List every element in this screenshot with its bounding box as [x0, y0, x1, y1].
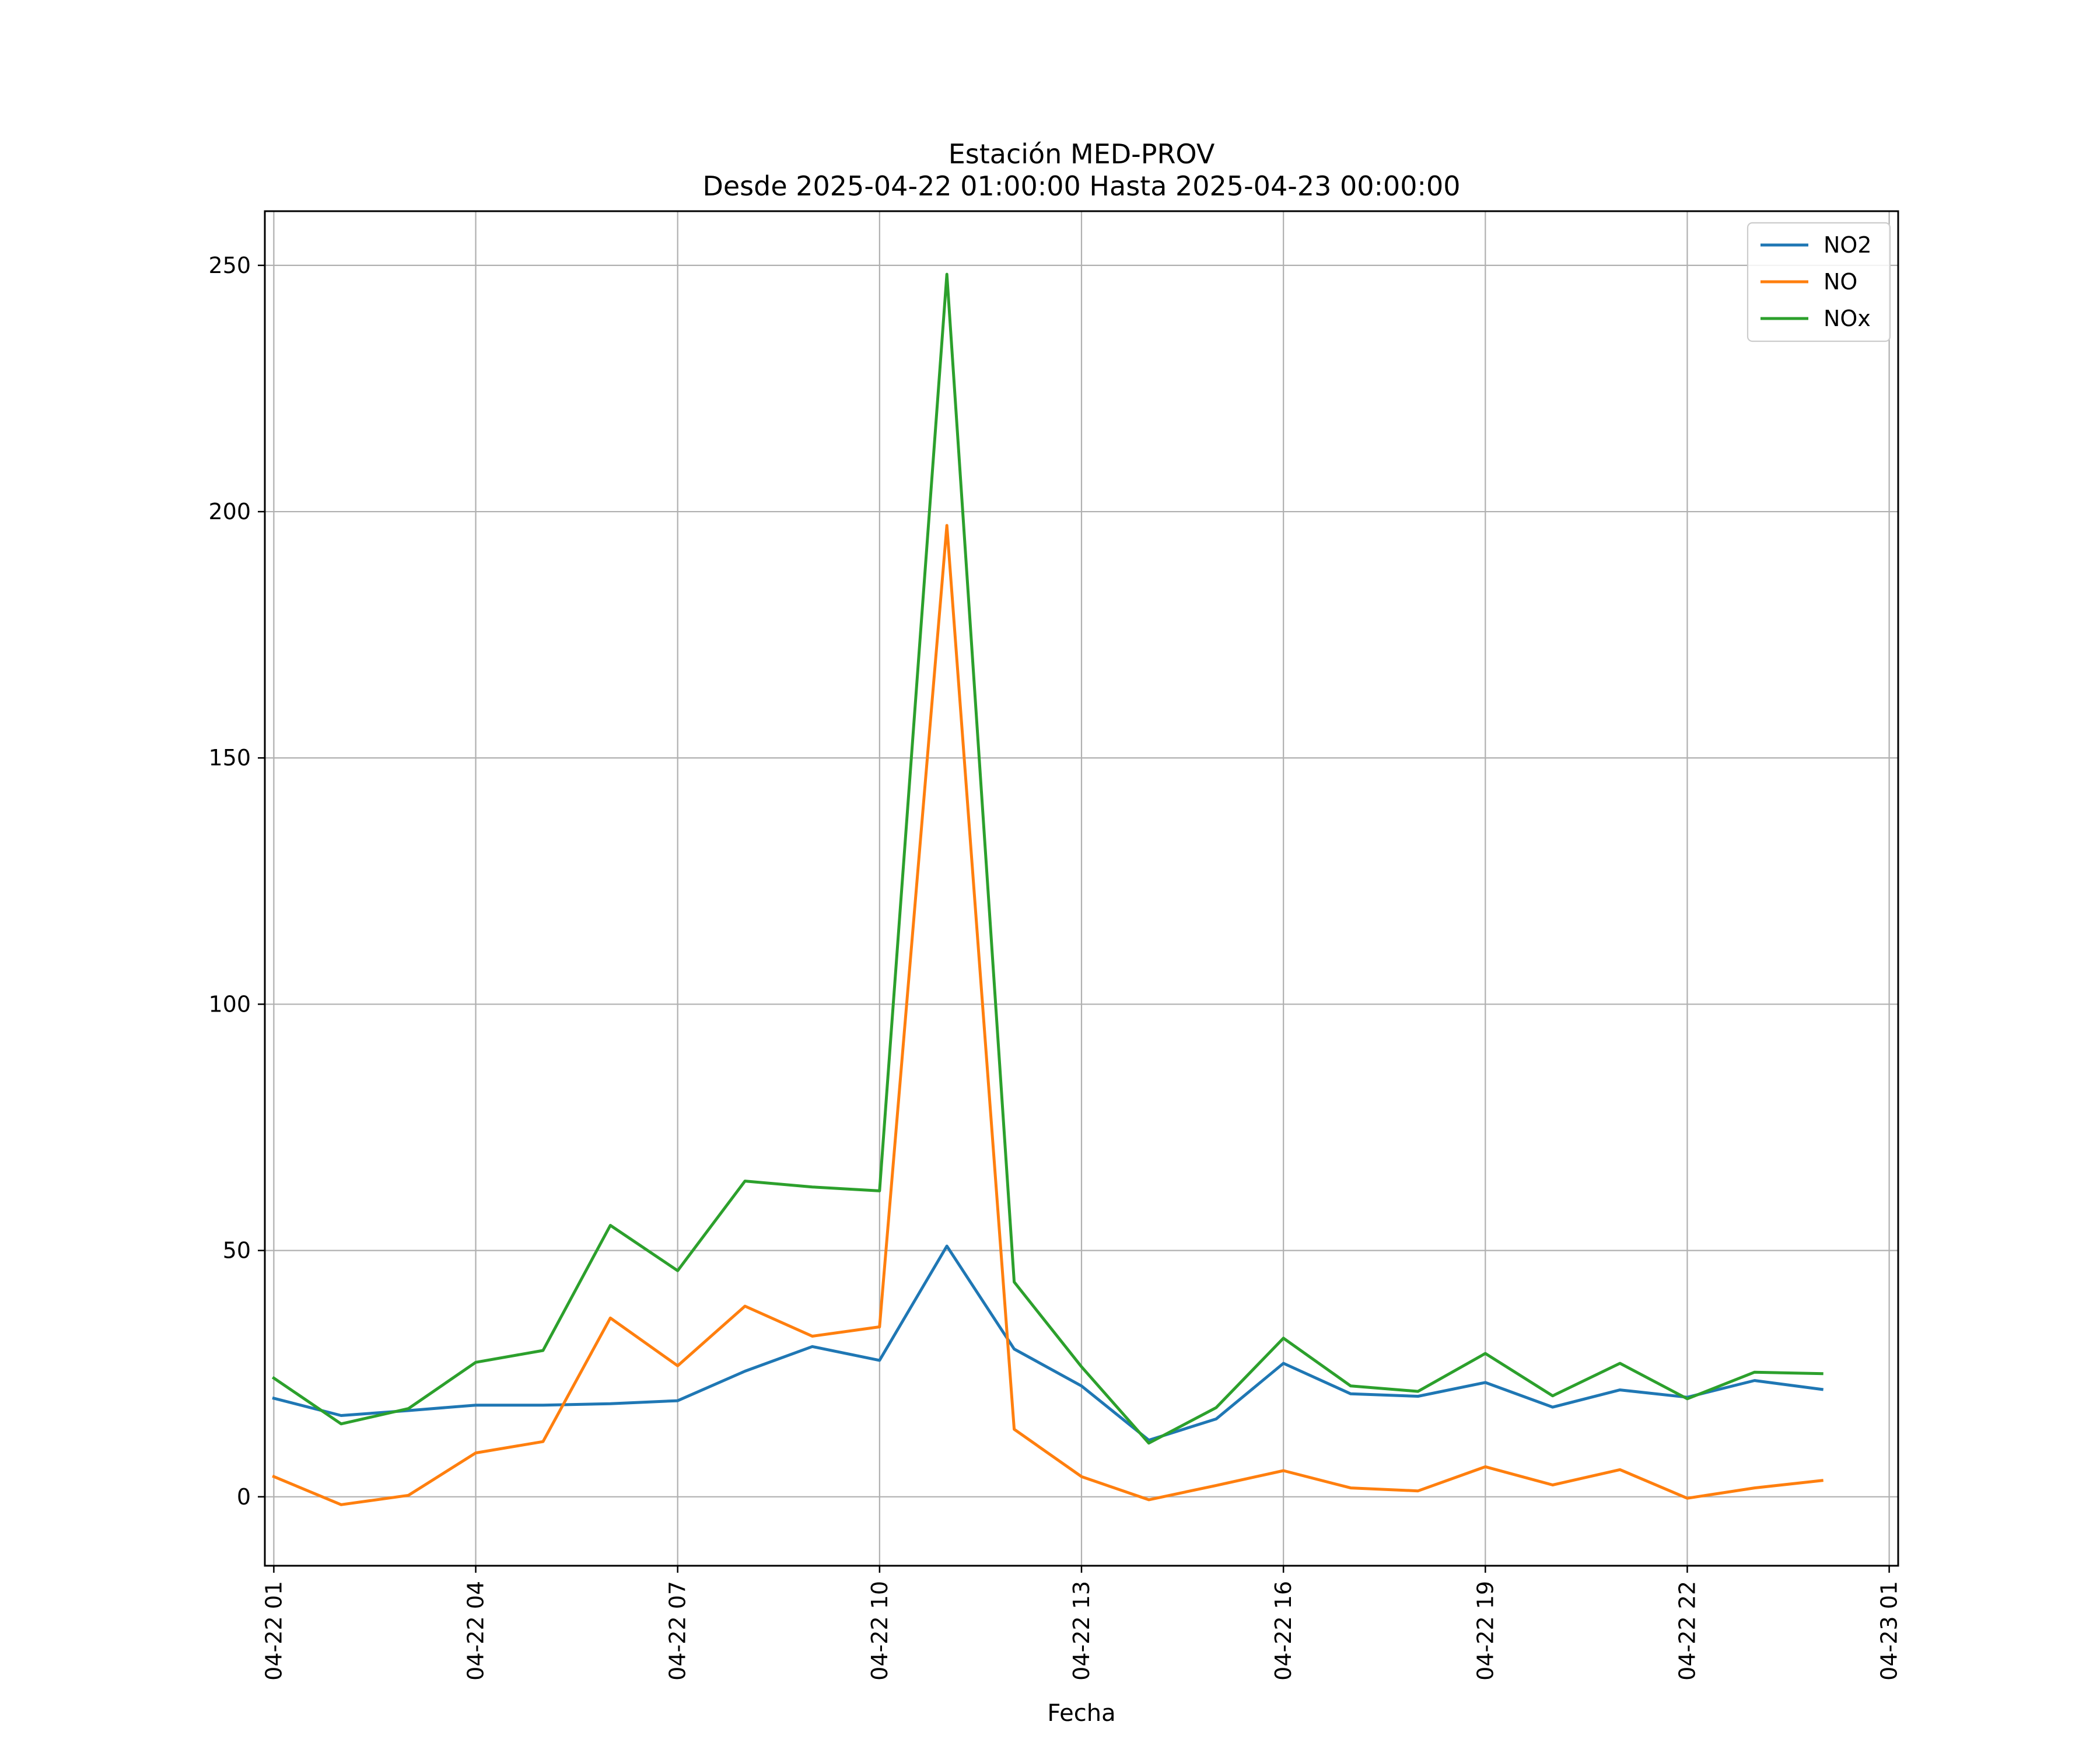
- chart-subtitle: Desde 2025-04-22 01:00:00 Hasta 2025-04-…: [702, 170, 1460, 202]
- legend-box: [1746, 222, 1891, 342]
- series-lines: [271, 272, 1824, 1506]
- x-tick-label: 04-22 13: [1069, 1581, 1094, 1681]
- x-tick-label: 04-22 22: [1674, 1581, 1700, 1681]
- series-line-nox: [271, 272, 1824, 1445]
- legend: NO2 NO NOx: [1746, 222, 1891, 342]
- x-tick-label: 04-22 16: [1270, 1581, 1296, 1681]
- x-tick-label: 04-22 10: [867, 1581, 892, 1681]
- y-tick-label: 250: [208, 253, 251, 278]
- y-tick-label: 200: [208, 499, 251, 524]
- x-axis: 04-22 01 04-22 04 04-22 07 04-22 10 04-22 13…: [261, 1566, 1902, 1681]
- x-tick-label: 04-22 01: [261, 1581, 286, 1681]
- series-line-no: [272, 524, 1824, 1506]
- y-tick-label: 0: [237, 1484, 251, 1510]
- y-tick-label: 100: [208, 991, 251, 1017]
- y-tick-label: 50: [223, 1238, 251, 1264]
- legend-label: NOx: [1824, 306, 1871, 331]
- grid: [265, 211, 1898, 1566]
- y-axis: 0 50 100 150 200 250: [208, 253, 265, 1510]
- x-tick-label: 04-22 19: [1472, 1581, 1498, 1681]
- legend-label: NO: [1824, 269, 1857, 295]
- x-tick-label: 04-23 01: [1877, 1581, 1902, 1681]
- x-tick-label: 04-22 07: [665, 1581, 691, 1681]
- legend-label: NO2: [1824, 232, 1872, 258]
- x-tick-label: 04-22 04: [463, 1581, 489, 1681]
- x-axis-label: Fecha: [1047, 1700, 1115, 1727]
- y-tick-label: 150: [208, 745, 251, 771]
- chart-title: Estación MED-PROV: [949, 138, 1215, 170]
- series-line-no2: [272, 1244, 1824, 1442]
